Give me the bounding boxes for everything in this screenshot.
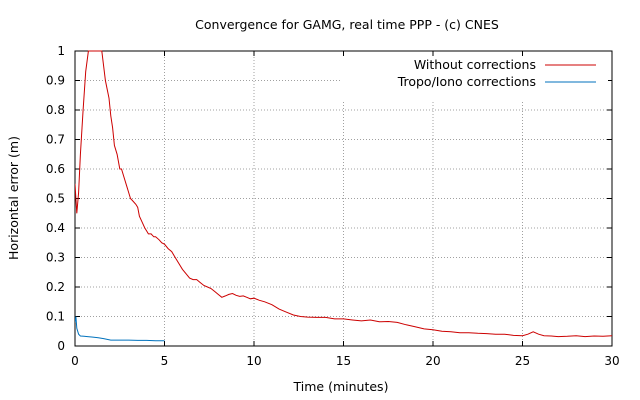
series-line-1 <box>75 50 612 338</box>
legend-label: Tropo/Iono corrections <box>397 74 536 89</box>
y-tick-label: 0.3 <box>46 251 65 265</box>
y-tick-label: 0.7 <box>46 133 65 147</box>
y-tick-label: 0.9 <box>46 74 65 88</box>
chart-title: Convergence for GAMG, real time PPP - (c… <box>195 17 499 32</box>
y-axis-title: Horizontal error (m) <box>6 136 21 260</box>
legend: Without corrections Tropo/Iono correction… <box>340 56 608 102</box>
x-tick-label: 10 <box>246 354 261 368</box>
y-tick-label: 0.5 <box>46 192 65 206</box>
y-tick-label: 0 <box>57 339 65 353</box>
y-tick-label: 0.6 <box>46 162 65 176</box>
y-tick-label: 0.4 <box>46 221 65 235</box>
legend-label: Without corrections <box>414 57 536 72</box>
plot-frame <box>74 50 613 347</box>
data-series <box>75 50 612 342</box>
x-tick-label: 15 <box>336 354 351 368</box>
legend-background <box>340 56 608 102</box>
x-tick-label: 5 <box>161 354 169 368</box>
x-axis-title: Time (minutes) <box>293 379 389 394</box>
series-line-2 <box>75 316 165 342</box>
y-tick-label: 0.8 <box>46 103 65 117</box>
axes <box>74 50 613 347</box>
y-tick-label: 1 <box>57 44 65 58</box>
x-tick-label: 30 <box>604 354 619 368</box>
tick-labels: 00.10.20.30.40.50.60.70.80.910 5 10 15 20 25 3… <box>46 44 620 368</box>
x-tick-label: 0 <box>71 354 79 368</box>
x-tick-label: 25 <box>515 354 530 368</box>
y-tick-label: 0.1 <box>46 310 65 324</box>
x-tick-label: 20 <box>425 354 440 368</box>
y-tick-label: 0.2 <box>46 280 65 294</box>
